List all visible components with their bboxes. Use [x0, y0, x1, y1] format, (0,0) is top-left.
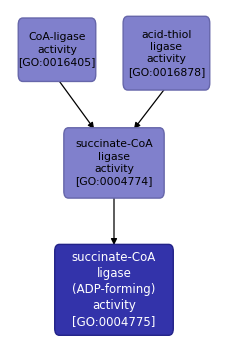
Text: succinate-CoA
ligase
activity
[GO:0004774]: succinate-CoA ligase activity [GO:000477…: [75, 139, 152, 187]
Text: succinate-CoA
ligase
(ADP-forming)
activity
[GO:0004775]: succinate-CoA ligase (ADP-forming) activ…: [72, 251, 155, 328]
Text: CoA-ligase
activity
[GO:0016405]: CoA-ligase activity [GO:0016405]: [18, 32, 95, 67]
Text: acid-thiol
ligase
activity
[GO:0016878]: acid-thiol ligase activity [GO:0016878]: [127, 29, 204, 77]
FancyBboxPatch shape: [123, 16, 209, 90]
FancyBboxPatch shape: [54, 244, 173, 335]
FancyBboxPatch shape: [18, 18, 95, 82]
FancyBboxPatch shape: [64, 128, 163, 198]
